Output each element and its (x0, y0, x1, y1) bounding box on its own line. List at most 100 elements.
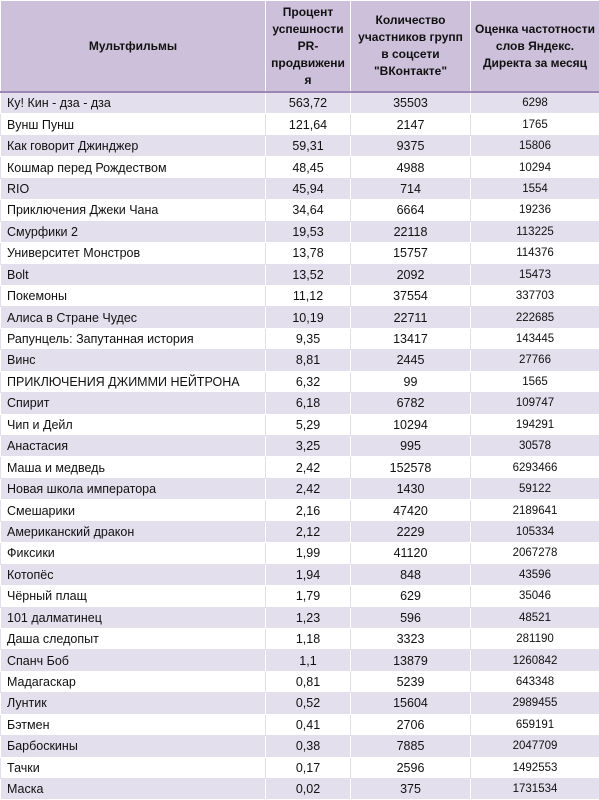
title-cell: Тачки (0, 756, 266, 780)
table-row: ПРИКЛЮЧЕНИЯ ДЖИММИ НЕЙТРОНА 6,32 99 1565 (0, 370, 599, 394)
number-cell: 0,81 (265, 670, 351, 694)
header-cell: Процент успешности PR-продвижения (265, 0, 351, 93)
title-cell: Анастасия (0, 434, 266, 458)
title-cell: Алиса в Стране Чудес (0, 306, 266, 329)
table-body: Ку! Кин - дза - дза 563,72 35503 6298 Вунш П… (0, 91, 599, 800)
number-cell: 6,18 (265, 392, 351, 415)
number-cell: 47420 (350, 499, 471, 522)
title-cell: Новая школа императора (0, 477, 266, 501)
number-cell: 1492553 (470, 756, 599, 780)
table-row: Новая школа императора 2,42 1430 59122 (0, 477, 599, 501)
title-cell: Как говорит Джинджер (0, 134, 266, 158)
number-cell: 337703 (470, 284, 599, 308)
title-cell: Котопёс (0, 563, 266, 587)
title-cell: Бэтмен (0, 713, 266, 737)
number-cell: 19236 (470, 199, 599, 222)
number-cell: 0,38 (265, 735, 351, 758)
number-cell: 7885 (350, 735, 471, 758)
header-cell: Мультфильмы (0, 0, 266, 93)
number-cell: 0,17 (265, 756, 351, 780)
table-row: Бэтмен 0,41 2706 659191 (0, 713, 599, 737)
table-row: Покемоны 11,12 37554 337703 (0, 284, 599, 308)
number-cell: 2189641 (470, 499, 599, 522)
number-cell: 105334 (470, 520, 599, 544)
title-cell: Рапунцель: Запутанная история (0, 327, 266, 351)
number-cell: 714 (350, 177, 471, 201)
number-cell: 1,1 (265, 649, 351, 672)
title-cell: Даша следопыт (0, 627, 266, 651)
title-cell: Винс (0, 349, 266, 372)
table-row: Даша следопыт 1,18 3323 281190 (0, 627, 599, 651)
table-row: Рапунцель: Запутанная история 9,35 13417 14… (0, 327, 599, 351)
number-cell: 643348 (470, 670, 599, 694)
number-cell: 143445 (470, 327, 599, 351)
title-cell: Американский дракон (0, 520, 266, 544)
number-cell: 2229 (350, 520, 471, 544)
number-cell: 35503 (350, 91, 471, 115)
number-cell: 41120 (350, 542, 471, 565)
number-cell: 0,41 (265, 713, 351, 737)
number-cell: 37554 (350, 284, 471, 308)
title-cell: Смурфики 2 (0, 220, 266, 244)
number-cell: 59122 (470, 477, 599, 501)
table-row: Вунш Пунш 121,64 2147 1765 (0, 113, 599, 136)
number-cell: 8,81 (265, 349, 351, 372)
number-cell: 5,29 (265, 413, 351, 437)
table-row: Спирит 6,18 6782 109747 (0, 392, 599, 415)
table-row: Маша и медведь 2,42 152578 6293466 (0, 456, 599, 479)
number-cell: 59,31 (265, 134, 351, 158)
number-cell: 9,35 (265, 327, 351, 351)
table-row: 101 далматинец 1,23 596 48521 (0, 606, 599, 629)
table-row: Мадагаскар 0,81 5239 643348 (0, 670, 599, 694)
title-cell: Барбоскины (0, 735, 266, 758)
table-row: Котопёс 1,94 848 43596 (0, 563, 599, 587)
number-cell: 596 (350, 606, 471, 629)
number-cell: 1731534 (470, 777, 599, 800)
number-cell: 995 (350, 434, 471, 458)
number-cell: 6,32 (265, 370, 351, 394)
number-cell: 34,64 (265, 199, 351, 222)
table-row: Американский дракон 2,12 2229 105334 (0, 520, 599, 544)
number-cell: 13417 (350, 327, 471, 351)
number-cell: 3323 (350, 627, 471, 651)
title-cell: Смешарики (0, 499, 266, 522)
number-cell: 6782 (350, 392, 471, 415)
title-cell: Приключения Джеки Чана (0, 199, 266, 222)
number-cell: 1260842 (470, 649, 599, 672)
number-cell: 2,16 (265, 499, 351, 522)
header-cell: Количество участников групп в соцсети "В… (350, 0, 471, 93)
table-row: Bolt 13,52 2092 15473 (0, 263, 599, 286)
number-cell: 659191 (470, 713, 599, 737)
number-cell: 13879 (350, 649, 471, 672)
number-cell: 19,53 (265, 220, 351, 244)
number-cell: 35046 (470, 585, 599, 608)
number-cell: 11,12 (265, 284, 351, 308)
table-row: RIO 45,94 714 1554 (0, 177, 599, 201)
number-cell: 99 (350, 370, 471, 394)
number-cell: 6293466 (470, 456, 599, 479)
table-row: Тачки 0,17 2596 1492553 (0, 756, 599, 780)
number-cell: 1,94 (265, 563, 351, 587)
table-row: Спанч Боб 1,1 13879 1260842 (0, 649, 599, 672)
number-cell: 30578 (470, 434, 599, 458)
number-cell: 113225 (470, 220, 599, 244)
title-cell: Университет Монстров (0, 242, 266, 265)
number-cell: 222685 (470, 306, 599, 329)
title-cell: Кошмар перед Рождеством (0, 156, 266, 179)
number-cell: 629 (350, 585, 471, 608)
title-cell: Вунш Пунш (0, 113, 266, 136)
title-cell: RIO (0, 177, 266, 201)
title-cell: Спанч Боб (0, 649, 266, 672)
title-cell: Покемоны (0, 284, 266, 308)
number-cell: 6298 (470, 91, 599, 115)
number-cell: 48,45 (265, 156, 351, 179)
number-cell: 563,72 (265, 91, 351, 115)
number-cell: 5239 (350, 670, 471, 694)
table-row: Чёрный плащ 1,79 629 35046 (0, 585, 599, 608)
title-cell: Фиксики (0, 542, 266, 565)
number-cell: 15473 (470, 263, 599, 286)
title-cell: Чип и Дейл (0, 413, 266, 437)
number-cell: 3,25 (265, 434, 351, 458)
table-row: Чип и Дейл 5,29 10294 194291 (0, 413, 599, 437)
